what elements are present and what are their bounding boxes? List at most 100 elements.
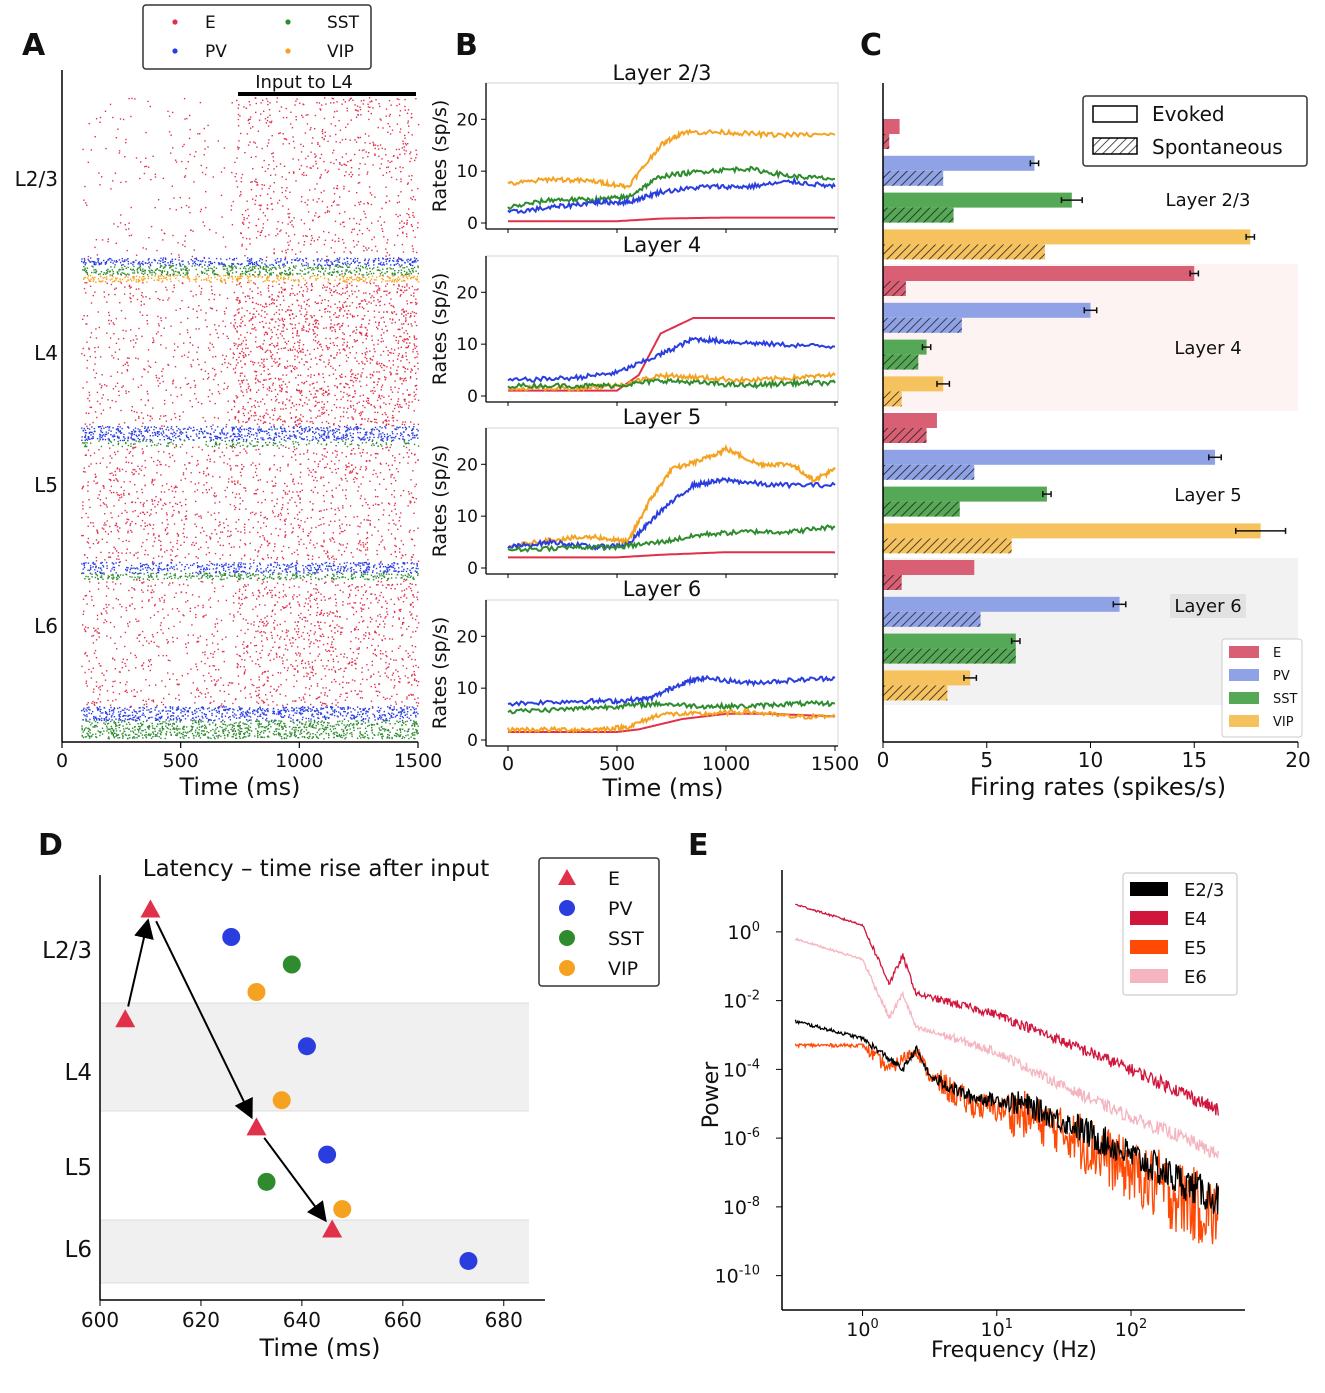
spike-dot xyxy=(412,230,414,232)
spike-dot xyxy=(304,308,307,310)
spike-dot xyxy=(358,267,360,270)
spike-dot xyxy=(386,420,388,422)
spike-dot xyxy=(344,247,347,249)
spike-dot xyxy=(254,445,256,447)
spike-dot xyxy=(377,263,380,265)
spike-dot xyxy=(159,270,161,272)
spike-dot xyxy=(407,345,410,347)
spike-dot xyxy=(223,454,225,457)
spike-dot xyxy=(173,284,175,286)
spike-dot xyxy=(188,269,190,271)
spike-dot xyxy=(379,300,381,302)
spike-dot xyxy=(127,258,129,260)
spike-dot xyxy=(160,277,163,280)
spike-dot xyxy=(142,435,144,437)
spike-dot xyxy=(286,262,288,264)
spike-dot xyxy=(131,409,133,412)
spike-dot xyxy=(254,370,256,372)
spike-dot xyxy=(402,291,405,294)
spike-dot xyxy=(209,436,211,439)
spike-dot xyxy=(114,293,116,296)
spike-dot xyxy=(306,430,309,433)
spike-dot xyxy=(288,430,291,432)
spike-dot xyxy=(275,235,277,237)
spike-dot xyxy=(378,362,381,365)
spike-dot xyxy=(415,298,417,300)
spike-dot xyxy=(273,326,276,329)
spike-dot xyxy=(274,433,276,435)
spike-dot xyxy=(316,427,318,429)
spike-dot xyxy=(138,327,140,330)
spike-dot xyxy=(178,254,180,256)
spike-dot xyxy=(240,360,242,362)
spike-dot xyxy=(84,429,87,432)
spike-dot xyxy=(336,204,338,206)
spike-dot xyxy=(248,270,250,272)
spike-dot xyxy=(94,363,96,365)
spike-dot xyxy=(205,206,207,209)
spike-dot xyxy=(252,269,254,271)
spike-dot xyxy=(285,249,287,252)
spike-dot xyxy=(343,391,345,394)
spike-dot xyxy=(260,294,262,296)
spike-dot xyxy=(186,117,188,120)
spike-dot xyxy=(291,220,293,222)
spike-dot xyxy=(385,186,387,188)
spike-dot xyxy=(170,439,172,441)
spike-dot xyxy=(358,262,360,264)
spike-dot xyxy=(82,318,84,320)
spike-dot xyxy=(122,264,124,266)
spike-dot xyxy=(142,503,144,506)
spike-dot xyxy=(295,424,297,426)
spike-dot xyxy=(304,354,307,356)
spike-dot xyxy=(352,404,355,407)
spike-dot xyxy=(249,266,251,268)
spike-dot xyxy=(175,264,178,266)
spike-dot xyxy=(266,277,268,280)
spike-dot xyxy=(381,386,383,388)
spike-dot xyxy=(95,118,98,120)
spike-dot xyxy=(292,136,294,138)
spike-dot xyxy=(362,276,365,278)
spike-dot xyxy=(351,302,354,304)
spike-dot xyxy=(259,267,262,269)
spike-dot xyxy=(153,271,156,274)
spike-dot xyxy=(170,441,172,443)
spike-dot xyxy=(383,396,385,398)
spike-dot xyxy=(131,97,133,100)
spike-dot xyxy=(248,419,250,421)
spike-dot xyxy=(270,269,272,271)
spike-dot xyxy=(322,287,324,289)
spike-dot xyxy=(236,284,238,286)
spike-dot xyxy=(220,194,223,197)
spike-dot xyxy=(379,263,382,266)
spike-dot xyxy=(252,198,254,200)
spike-dot xyxy=(255,371,258,373)
spike-dot xyxy=(406,442,408,444)
spike-dot xyxy=(411,432,413,434)
spike-dot xyxy=(147,426,149,428)
spike-dot xyxy=(294,327,296,329)
spike-dot xyxy=(400,346,402,348)
spike-dot xyxy=(101,435,104,437)
spike-dot xyxy=(198,275,200,278)
spike-dot xyxy=(364,300,367,302)
spike-dot xyxy=(305,282,308,284)
spike-dot xyxy=(221,431,223,433)
spike-dot xyxy=(120,432,123,434)
spike-dot xyxy=(406,271,408,273)
spike-dot xyxy=(96,437,99,440)
spike-dot xyxy=(198,328,200,330)
spike-dot xyxy=(107,259,109,261)
spike-dot xyxy=(242,340,244,342)
spike-dot xyxy=(252,274,254,276)
spike-dot xyxy=(278,309,280,311)
spike-dot xyxy=(386,271,389,273)
spike-dot xyxy=(293,446,295,448)
spike-dot xyxy=(109,525,111,528)
spike-dot xyxy=(186,267,188,269)
spike-dot xyxy=(201,260,203,263)
spike-dot xyxy=(255,181,257,183)
spike-dot xyxy=(407,338,409,341)
spike-dot xyxy=(104,513,106,515)
